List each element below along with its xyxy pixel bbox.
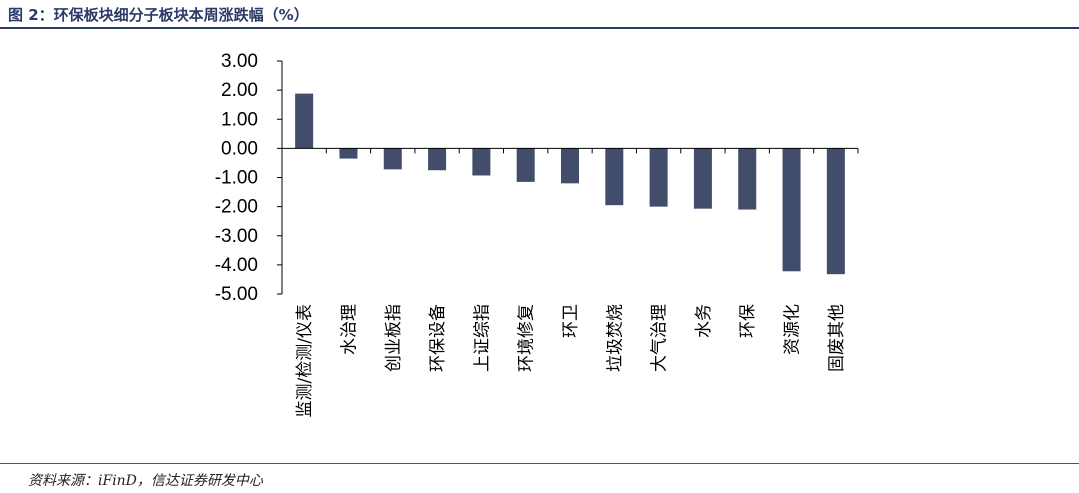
category-label: 监测/检测/仪表	[295, 304, 315, 417]
category-label: 大气治理	[650, 304, 670, 372]
y-tick-label: 3.00	[221, 51, 258, 72]
category-labels: 监测/检测/仪表 水治理 创业板指 环保设备 上证综指 环境修复 环卫 垃圾焚烧 大气治理 水务环…	[295, 304, 847, 417]
bar	[649, 148, 668, 207]
title-rule	[0, 27, 1079, 29]
bars	[295, 93, 845, 275]
category-label: 环境修复	[517, 304, 537, 372]
y-tick-label: -4.00	[215, 255, 258, 276]
y-tick-label: 2.00	[221, 80, 258, 101]
category-label: 固废其他	[827, 304, 847, 372]
y-tick-label: -5.00	[215, 284, 258, 305]
bar	[693, 148, 712, 209]
category-label: 环保	[738, 304, 758, 338]
bar	[782, 148, 801, 272]
category-label: 创业板指	[384, 304, 404, 372]
bar	[605, 148, 624, 206]
bar	[295, 93, 314, 149]
bar	[472, 148, 491, 176]
bar	[339, 148, 358, 159]
y-tick-label: 0.00	[221, 138, 258, 159]
category-label: 水治理	[339, 304, 359, 355]
figure-title: 图 2：环保板块细分子板块本周涨跌幅（%）	[8, 6, 309, 24]
source-note: 资料来源：iFinD，信达证券研发中心	[28, 473, 263, 489]
category-label: 水务	[694, 304, 714, 338]
x-axis	[282, 147, 859, 154]
category-label: 环保设备	[428, 304, 448, 372]
y-tick-label: -3.00	[215, 226, 258, 247]
bar	[428, 148, 447, 171]
category-label: 上证综指	[472, 304, 492, 372]
y-tick-label: -1.00	[215, 168, 258, 189]
bar	[826, 148, 845, 275]
category-label: 垃圾焚烧	[605, 304, 625, 372]
y-tick-label: -2.00	[215, 197, 258, 218]
bar	[516, 148, 535, 182]
bar	[738, 148, 757, 210]
footer-rule	[0, 463, 1079, 464]
bar	[561, 148, 579, 184]
y-tick-label: 1.00	[221, 109, 258, 130]
y-axis: 3.00 2.00 1.00 0.00 -1.00 -2.00 -3.00 -4.00 -5.0…	[215, 51, 283, 305]
bar	[383, 148, 402, 170]
category-label: 资源化	[783, 304, 803, 355]
category-label: 环卫	[561, 304, 581, 338]
